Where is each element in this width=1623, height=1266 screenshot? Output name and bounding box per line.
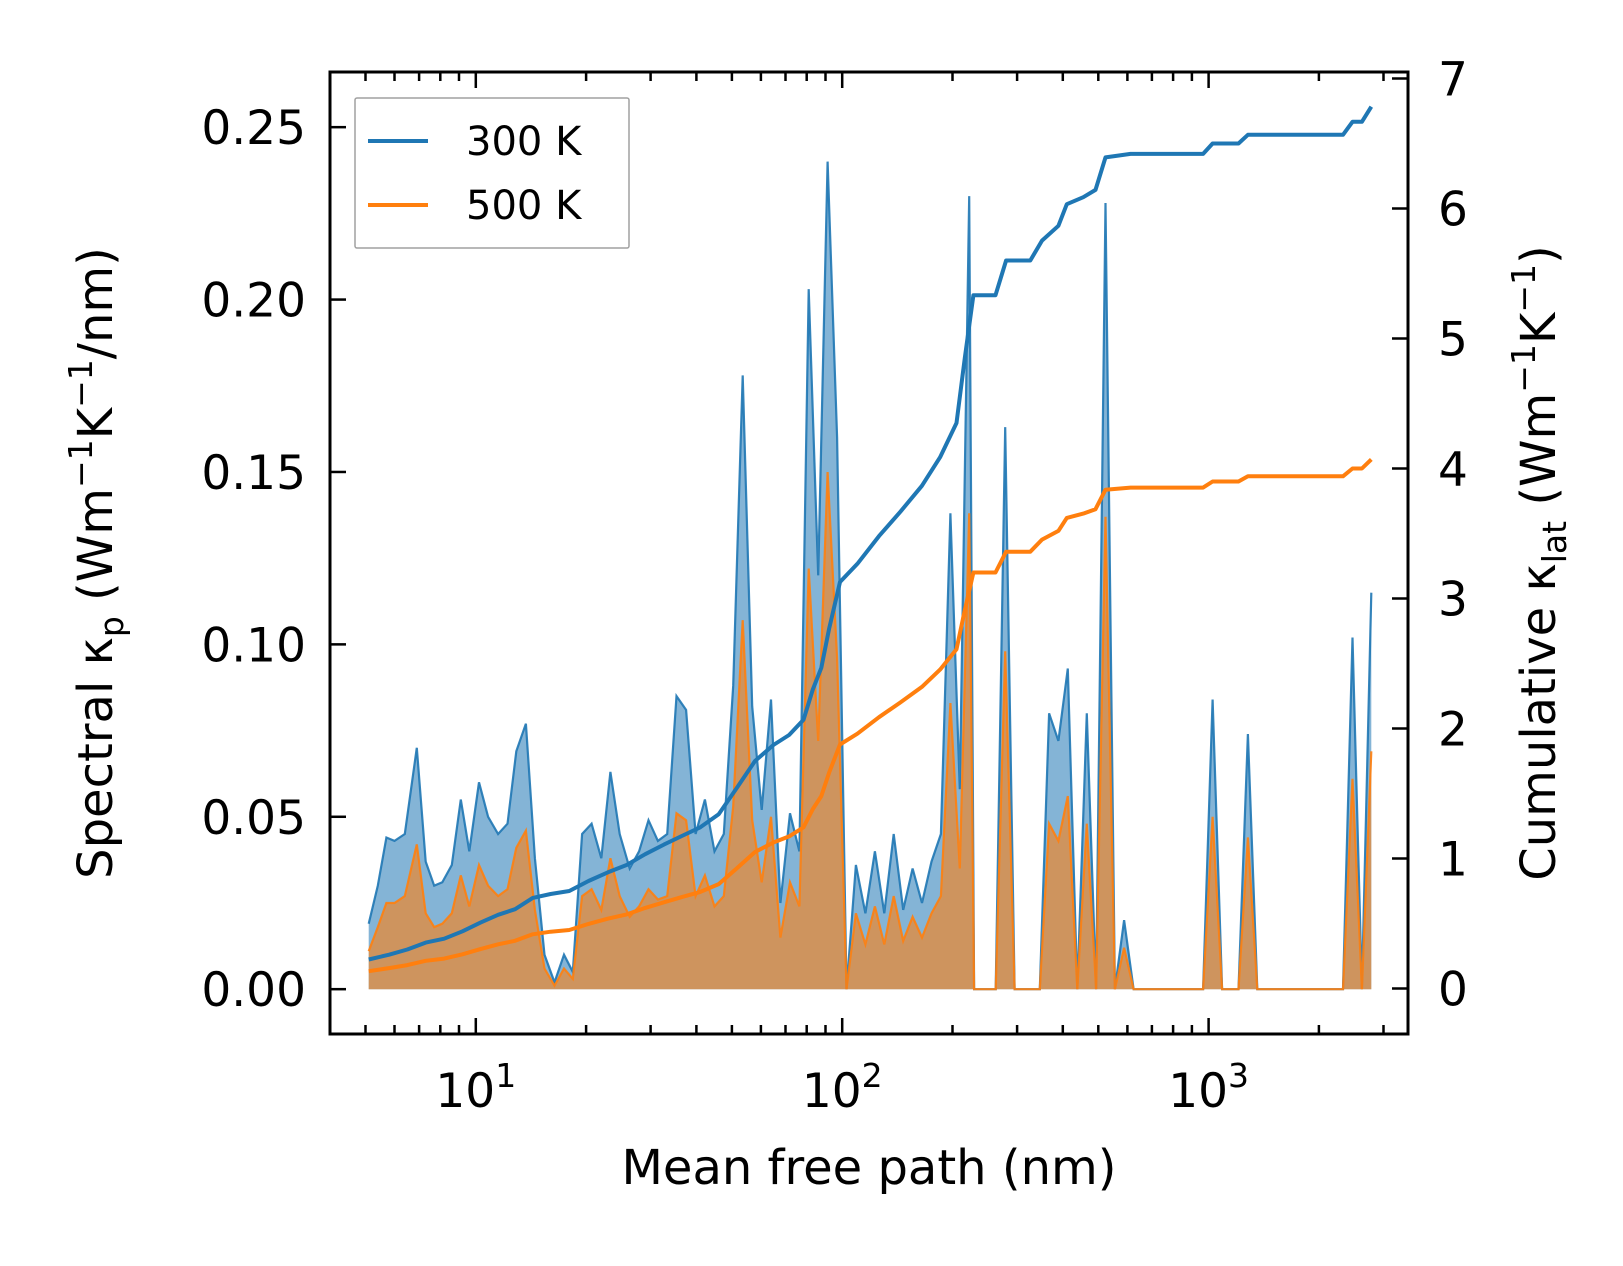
- left-y-axis-title: Spectral κp (Wm−1K−1/nm): [61, 247, 131, 879]
- legend: 300 K 500 K: [354, 97, 630, 249]
- right-y-tick-label: 7: [1438, 53, 1468, 108]
- right-y-tick-label: 6: [1438, 183, 1468, 238]
- right-y-tick-label: 1: [1438, 833, 1468, 888]
- left-y-tick-label: 0.20: [201, 274, 306, 329]
- left-y-tick-label: 0.25: [201, 101, 306, 156]
- spectral-area-500k: [368, 472, 1372, 990]
- right-y-tick-label: 0: [1438, 963, 1468, 1018]
- right-y-tick-label: 3: [1438, 573, 1468, 628]
- left-y-tick-label: 0.00: [201, 963, 306, 1018]
- cumulative-line-300k: [368, 105, 1373, 962]
- legend-box: [354, 97, 630, 249]
- legend-label-500k: 500 K: [466, 183, 583, 229]
- right-y-axis-title: Cumulative κlat (Wm−1K−1): [1504, 245, 1574, 881]
- x-tick-label: 102: [802, 1056, 883, 1119]
- left-y-tick-label: 0.15: [201, 446, 306, 501]
- x-tick-label: 101: [435, 1056, 516, 1119]
- x-axis-title: Mean free path (nm): [622, 1140, 1117, 1196]
- left-y-tick-label: 0.10: [201, 618, 306, 673]
- cumulative-line-500k: [368, 457, 1373, 974]
- spectral-edge-500k: [367, 471, 1373, 991]
- right-y-tick-labels: 0 1 2 3 4 5 6 7: [1438, 53, 1468, 1018]
- right-y-tick-label: 4: [1438, 443, 1468, 498]
- spectral-edge-300k: [367, 161, 1373, 991]
- x-tick-labels: 101 102 103: [435, 1056, 1249, 1119]
- plot-frame: [328, 70, 1410, 1036]
- legend-label-300k: 300 K: [466, 119, 583, 165]
- left-y-tick-label: 0.05: [201, 791, 306, 846]
- spectral-areas: [367, 161, 1373, 991]
- cumulative-lines: [368, 105, 1373, 974]
- left-y-tick-labels: 0.00 0.05 0.10 0.15 0.20 0.25: [201, 101, 306, 1018]
- right-y-tick-label: 2: [1438, 703, 1468, 758]
- x-tick-label: 103: [1168, 1056, 1249, 1119]
- right-y-tick-label: 5: [1438, 313, 1468, 368]
